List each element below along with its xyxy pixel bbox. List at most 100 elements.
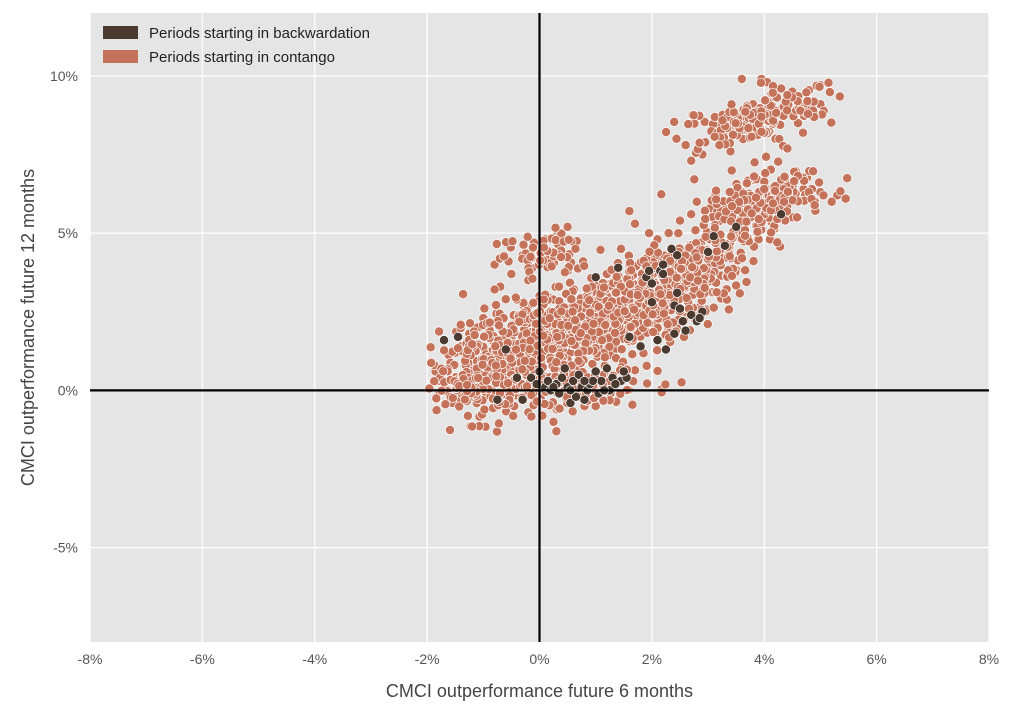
point-backwardation [500,344,511,355]
y-tick-label: 5% [58,225,78,241]
point-contango [600,320,611,330]
point-contango [575,328,586,339]
series-backwardation [439,209,787,408]
point-contango [619,306,630,317]
point-contango [709,131,720,142]
point-contango [562,221,573,232]
point-contango [644,246,655,257]
point-contango [570,315,581,326]
point-contango [573,356,584,366]
point-contango [629,304,640,315]
point-contango [694,137,705,148]
point-contango [702,319,713,330]
point-contango [611,287,621,298]
point-contango [727,270,737,281]
point-contango [740,230,751,241]
point-backwardation [613,262,624,273]
point-contango [552,331,563,342]
point-contango [709,222,720,233]
point-contango [431,405,442,416]
point-contango [793,118,803,129]
tick-labels: -8% -6% -4% -2% 0% 2% 4% 6% 8% -5% 0% 5% 10% [50,68,999,667]
point-contango [440,399,451,410]
point-contango [517,364,528,375]
point-contango [627,349,638,360]
point-contango [683,119,694,130]
point-contango [624,206,635,217]
point-backwardation [635,341,646,352]
point-contango [567,306,578,317]
y-axis-title: CMCI outperformance future 12 months [18,169,38,486]
point-contango [741,178,752,189]
point-contango [792,212,802,223]
point-contango [544,313,555,324]
point-contango [759,184,770,195]
point-contango [626,265,637,276]
point-contango [642,378,653,389]
x-tick-label: 8% [979,651,999,667]
x-tick-label: 4% [754,651,774,667]
point-contango [455,319,466,330]
point-contango [760,95,771,106]
x-tick-label: -8% [78,651,103,667]
point-backwardation [601,363,612,374]
point-contango [644,228,655,239]
point-contango [445,425,455,435]
point-contango [689,174,700,185]
point-contango [490,341,501,352]
point-contango [724,251,735,262]
point-backwardation [646,297,657,308]
point-contango [581,283,592,294]
point-contango [691,196,702,207]
point-contango [462,410,473,421]
point-contango [556,306,567,317]
point-contango [809,200,820,211]
point-contango [550,222,561,233]
point-contango [714,140,725,151]
point-contango [604,341,615,352]
point-contango [699,282,710,293]
point-contango [473,372,484,383]
point-contango [597,335,608,346]
point-contango [726,165,737,176]
point-backwardation [675,303,685,314]
y-tick-label: 10% [50,68,78,84]
point-contango [723,304,734,315]
point-contango [691,252,702,263]
point-backwardation [658,269,669,279]
point-contango [616,344,627,355]
point-contango [528,242,538,253]
point-backwardation [590,366,601,377]
point-contango [566,294,577,305]
point-contango [525,251,536,262]
point-contango [505,353,516,364]
point-contango [726,231,737,242]
point-contango [652,366,663,376]
point-contango [508,410,519,421]
point-contango [779,196,789,207]
point-contango [693,275,703,286]
point-contango [814,81,825,92]
point-contango [834,91,845,102]
point-contango [842,173,853,184]
point-contango [595,244,606,255]
point-backwardation [542,376,553,386]
point-contango [424,383,435,394]
point-contango [661,127,672,137]
point-contango [462,380,473,390]
point-contango [768,198,778,209]
point-contango [527,273,538,284]
point-contango [547,344,558,354]
point-contango [755,77,766,88]
point-contango [736,74,747,84]
point-contango [490,360,501,371]
point-contango [826,196,837,207]
point-contango [724,187,735,197]
point-contango [503,378,513,389]
point-contango [802,96,813,107]
point-backwardation [644,265,655,276]
point-contango [726,99,737,110]
point-contango [579,260,590,271]
point-contango [566,336,577,346]
point-contango [808,166,819,177]
